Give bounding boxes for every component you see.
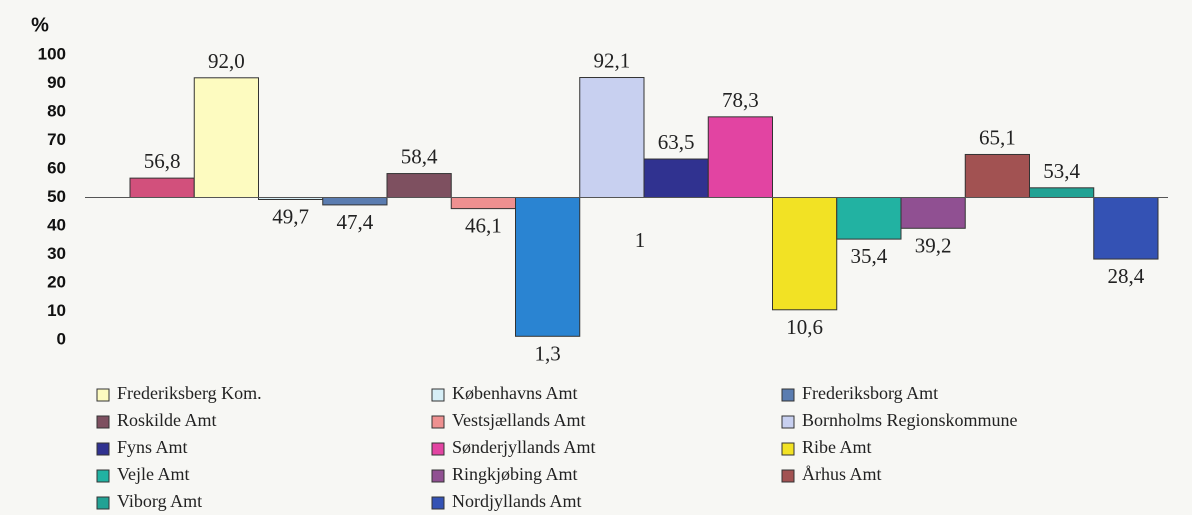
value-label: 39,2 bbox=[915, 233, 952, 257]
legend-label: Vestsjællands Amt bbox=[452, 410, 586, 430]
legend-swatch bbox=[96, 442, 110, 456]
value-label: 63,5 bbox=[658, 130, 695, 154]
value-label: 65,1 bbox=[979, 125, 1016, 149]
legend-swatch bbox=[431, 496, 445, 510]
legend-swatch bbox=[781, 442, 795, 456]
legend-swatch bbox=[431, 415, 445, 429]
legend-label: Bornholms Regionskommune bbox=[802, 410, 1018, 430]
legend-swatch bbox=[431, 442, 445, 456]
legend-label: Viborg Amt bbox=[117, 491, 202, 511]
bar bbox=[450, 197, 516, 210]
y-tick-label: 10 bbox=[47, 301, 66, 320]
y-tick-label: 20 bbox=[47, 272, 66, 291]
value-label: 78,3 bbox=[722, 88, 759, 112]
bar bbox=[515, 197, 581, 337]
legend-swatch bbox=[431, 388, 445, 402]
legend-swatch bbox=[781, 388, 795, 402]
y-tick-label: 30 bbox=[47, 244, 66, 263]
value-label: 46,1 bbox=[465, 214, 502, 238]
y-tick-label: 40 bbox=[47, 215, 66, 234]
bar bbox=[707, 116, 773, 198]
bar bbox=[129, 177, 195, 198]
bar bbox=[900, 197, 966, 229]
value-label: 92,1 bbox=[594, 49, 631, 73]
value-label: 1,3 bbox=[535, 341, 561, 365]
legend-label: Ringkjøbing Amt bbox=[452, 464, 578, 484]
value-label: 53,4 bbox=[1043, 159, 1080, 183]
y-tick-label: 70 bbox=[47, 130, 66, 149]
value-label: 28,4 bbox=[1108, 264, 1145, 288]
legend-swatch bbox=[781, 415, 795, 429]
y-tick-label: 100 bbox=[38, 44, 66, 63]
bar bbox=[193, 77, 259, 198]
legend-label: Fyns Amt bbox=[117, 437, 188, 457]
bar bbox=[579, 77, 645, 198]
legend-label: Sønderjyllands Amt bbox=[452, 437, 596, 457]
y-axis-label: % bbox=[31, 14, 49, 36]
value-label: 92,0 bbox=[208, 49, 245, 73]
bar bbox=[836, 197, 902, 240]
legend-swatch bbox=[96, 388, 110, 402]
legend-label: Vejle Amt bbox=[117, 464, 190, 484]
value-label: 47,4 bbox=[337, 210, 374, 234]
legend-swatch bbox=[781, 469, 795, 483]
y-tick-label: 0 bbox=[57, 329, 66, 348]
value-label: 10,6 bbox=[786, 315, 823, 339]
value-label: 35,4 bbox=[851, 244, 888, 268]
legend-label: Frederiksborg Amt bbox=[802, 383, 938, 403]
legend-swatch bbox=[96, 469, 110, 483]
legend-swatch bbox=[96, 415, 110, 429]
bar bbox=[1093, 197, 1159, 260]
bar bbox=[964, 153, 1030, 198]
value-label: 56,8 bbox=[144, 149, 181, 173]
legend-swatch bbox=[431, 469, 445, 483]
bar bbox=[386, 173, 452, 198]
y-tick-label: 60 bbox=[47, 158, 66, 177]
bar bbox=[1029, 187, 1095, 198]
bar bbox=[322, 197, 388, 206]
y-tick-label: 90 bbox=[47, 73, 66, 92]
annotation: 1 bbox=[635, 228, 646, 252]
y-tick-label: 80 bbox=[47, 101, 66, 120]
legend-label: Ribe Amt bbox=[802, 437, 872, 457]
value-label: 58,4 bbox=[401, 145, 438, 169]
y-tick-label: 50 bbox=[47, 187, 66, 206]
legend-swatch bbox=[96, 496, 110, 510]
legend-label: Roskilde Amt bbox=[117, 410, 217, 430]
value-label: 49,7 bbox=[272, 205, 309, 229]
legend-label: Frederiksberg Kom. bbox=[117, 383, 262, 403]
legend-label: Århus Amt bbox=[802, 464, 882, 484]
bar bbox=[772, 197, 838, 311]
bar bbox=[643, 158, 709, 198]
legend-label: Nordjyllands Amt bbox=[452, 491, 582, 511]
legend-label: Københavns Amt bbox=[452, 383, 578, 403]
